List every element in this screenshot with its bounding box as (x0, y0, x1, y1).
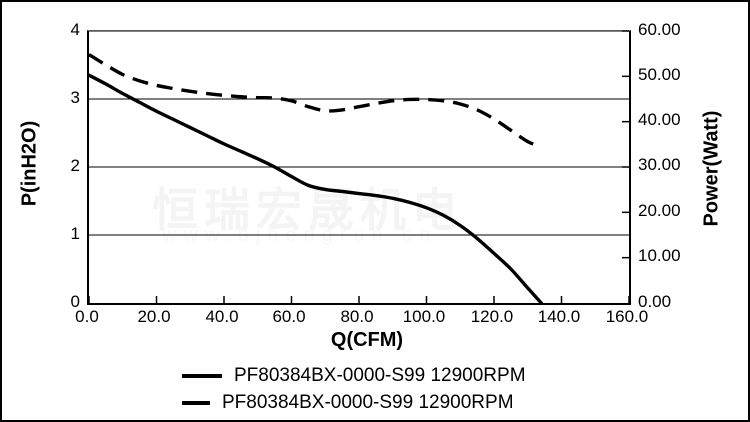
y-axis-left-tick: 1 (70, 224, 80, 243)
x-axis-tick: 160.0 (605, 307, 649, 326)
x-tickmarks (88, 296, 630, 303)
y-axis-left-tick: 2 (70, 156, 80, 175)
y-axis-right-tick: 40.00 (638, 110, 681, 129)
x-axis-tick: 120.0 (470, 307, 514, 326)
x-axis-tick: 40.0 (205, 307, 239, 326)
legend-item: PF80384BX-0000-S99 12900RPM (182, 362, 526, 389)
x-axis-tick: 140.0 (537, 307, 581, 326)
y-axis-right-tick: 50.00 (638, 65, 681, 84)
legend-solid-line-icon (182, 373, 222, 378)
x-axis-tick: 0.0 (75, 307, 99, 326)
x-axis-tick: 20.0 (137, 307, 171, 326)
y-axis-right-tick: 30.00 (638, 155, 681, 174)
x-axis-tick: 100.0 (402, 307, 446, 326)
legend-item-label: PF80384BX-0000-S99 12900RPM (234, 364, 526, 386)
y-axis-right-tick: 10.00 (638, 246, 681, 265)
y-axis-left-tick: 0 (70, 292, 80, 311)
y-axis-right-tick: 60.00 (638, 20, 681, 39)
legend-dashed-line-icon (182, 400, 210, 405)
y-axis-left-tick: 3 (70, 88, 80, 107)
pressure-curve (87, 73, 543, 305)
x-axis-tick: 60.0 (272, 307, 306, 326)
power-curve (88, 53, 542, 149)
plot-area (87, 30, 631, 305)
x-axis-tick: 80.0 (340, 307, 374, 326)
y-axis-right-tick: 0.00 (638, 292, 672, 311)
plot-canvas (87, 30, 630, 305)
watermark-company: 恒瑞宏晟机电 (152, 184, 464, 236)
gridlines (89, 30, 629, 236)
x-axis-title: Q(CFM) (330, 329, 404, 351)
legend: PF80384BX-0000-S99 12900RPM PF80384BX-00… (182, 362, 526, 416)
y-axis-left-tick: 4 (70, 20, 80, 39)
y-right-tickmarks (622, 30, 629, 259)
legend-item-label: PF80384BX-0000-S99 12900RPM (222, 391, 514, 413)
y-axis-right-tick: 20.00 (638, 201, 681, 220)
y-axis-left-title: P(inH2O) (18, 120, 41, 207)
legend-item: PF80384BX-0000-S99 12900RPM (182, 389, 526, 416)
